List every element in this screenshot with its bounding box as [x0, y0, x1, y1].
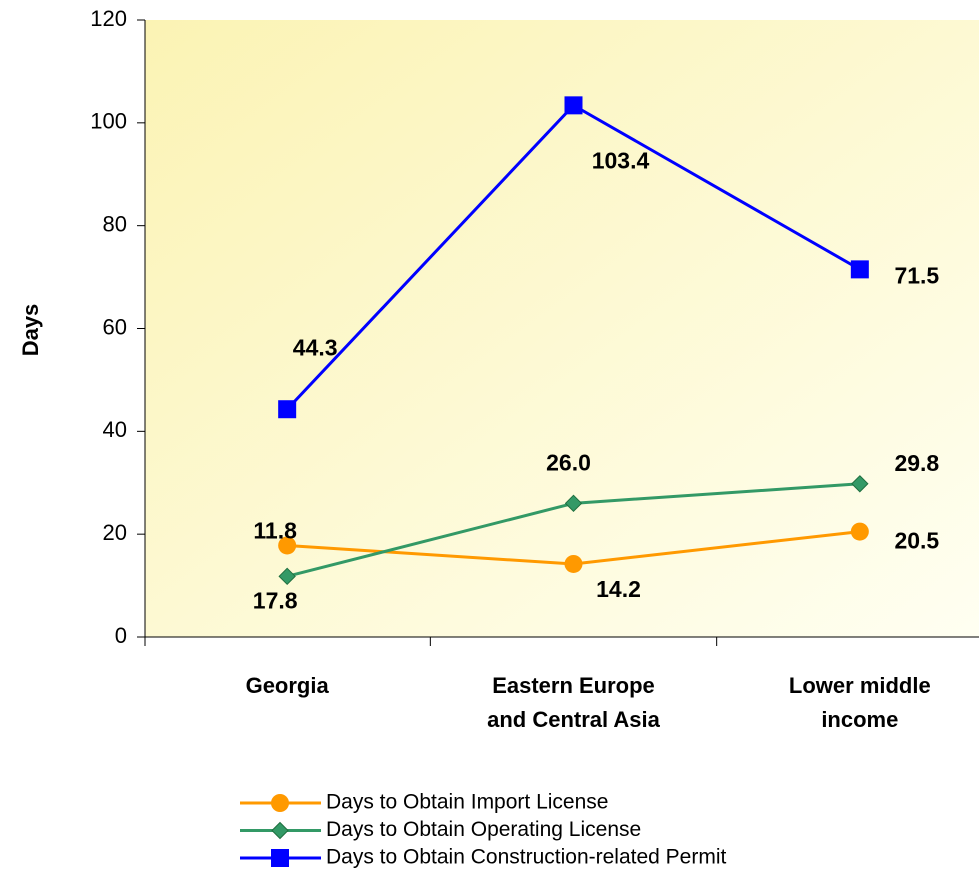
y-tick-label: 0 — [115, 623, 127, 648]
point — [564, 96, 583, 115]
y-tick-label: 60 — [103, 314, 127, 339]
point — [851, 475, 869, 493]
point — [278, 567, 296, 586]
data-label: 20.5 — [894, 528, 939, 554]
point — [564, 554, 583, 573]
legend-marker — [271, 821, 289, 840]
data-label: 11.8 — [253, 517, 297, 543]
data-label: 26.0 — [546, 449, 591, 475]
plot-area — [145, 20, 979, 637]
legend-label: Days to Obtain Construction-related Perm… — [326, 846, 726, 869]
data-label: 103.4 — [592, 147, 650, 173]
x-tick-label: Georgia — [245, 673, 329, 698]
data-label: 44.3 — [293, 334, 338, 360]
data-label: 14.2 — [596, 576, 641, 602]
data-label: 17.8 — [253, 588, 298, 614]
y-tick-label: 80 — [103, 211, 127, 236]
legend-marker — [271, 794, 289, 812]
y-tick-label: 100 — [90, 109, 127, 134]
legend-marker — [271, 849, 289, 867]
x-tick-label: Eastern Europe and Central Asia — [487, 673, 660, 732]
point — [278, 400, 297, 419]
y-tick-label: 120 — [90, 6, 127, 31]
data-label: 29.8 — [894, 450, 939, 476]
legend-label: Days to Obtain Operating License — [326, 818, 641, 841]
y-axis-title: Days — [18, 304, 43, 357]
data-label: 71.5 — [894, 262, 939, 288]
point — [564, 494, 583, 513]
x-tick-label: Lower middle income — [788, 673, 931, 732]
legend-label: Days to Obtain Import License — [326, 791, 608, 814]
y-tick-label: 40 — [103, 417, 127, 442]
point — [850, 260, 869, 279]
point — [278, 536, 297, 555]
point — [850, 522, 869, 541]
y-tick-label: 20 — [103, 520, 127, 545]
